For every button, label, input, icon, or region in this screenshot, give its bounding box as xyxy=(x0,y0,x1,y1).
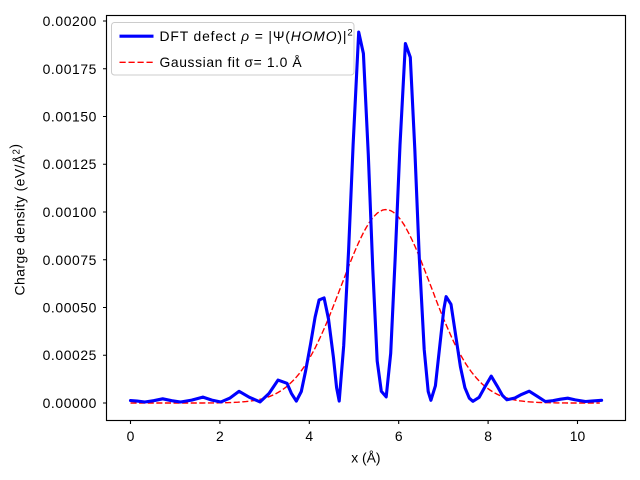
svg-text:Gaussian fit σ= 1.0 Å: Gaussian fit σ= 1.0 Å xyxy=(160,54,303,70)
svg-text:2: 2 xyxy=(216,428,224,444)
svg-text:DFT defect ρ = |Ψ(HOMO)|2: DFT defect ρ = |Ψ(HOMO)|2 xyxy=(160,28,354,45)
svg-text:x (Å): x (Å) xyxy=(351,450,380,466)
svg-text:0.00175: 0.00175 xyxy=(43,61,97,77)
svg-text:0.00200: 0.00200 xyxy=(43,13,97,29)
svg-text:4: 4 xyxy=(305,428,313,444)
svg-text:0.00025: 0.00025 xyxy=(43,347,97,363)
svg-text:8: 8 xyxy=(484,428,492,444)
svg-text:0: 0 xyxy=(127,428,135,444)
svg-text:0.00125: 0.00125 xyxy=(43,156,97,172)
svg-text:6: 6 xyxy=(395,428,403,444)
svg-text:0.00000: 0.00000 xyxy=(43,395,97,411)
svg-text:10: 10 xyxy=(570,428,586,444)
svg-text:0.00100: 0.00100 xyxy=(43,204,97,220)
svg-text:Charge density (eV/Å2): Charge density (eV/Å2) xyxy=(7,144,28,296)
svg-text:0.00075: 0.00075 xyxy=(43,252,97,268)
svg-text:0.00150: 0.00150 xyxy=(43,109,97,125)
svg-text:0.00050: 0.00050 xyxy=(43,300,97,316)
